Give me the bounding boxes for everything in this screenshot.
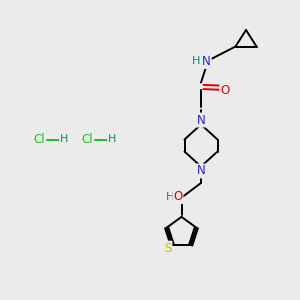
Text: N: N [202,55,211,68]
Text: Cl: Cl [81,133,93,146]
Text: Cl: Cl [33,133,45,146]
Text: H: H [108,134,117,145]
Text: N: N [196,113,206,127]
Text: O: O [220,83,230,97]
Text: H: H [191,56,200,67]
Text: O: O [173,190,182,203]
Text: N: N [196,164,206,178]
Text: H: H [60,134,69,145]
Text: H: H [166,191,174,202]
Text: S: S [164,242,172,255]
